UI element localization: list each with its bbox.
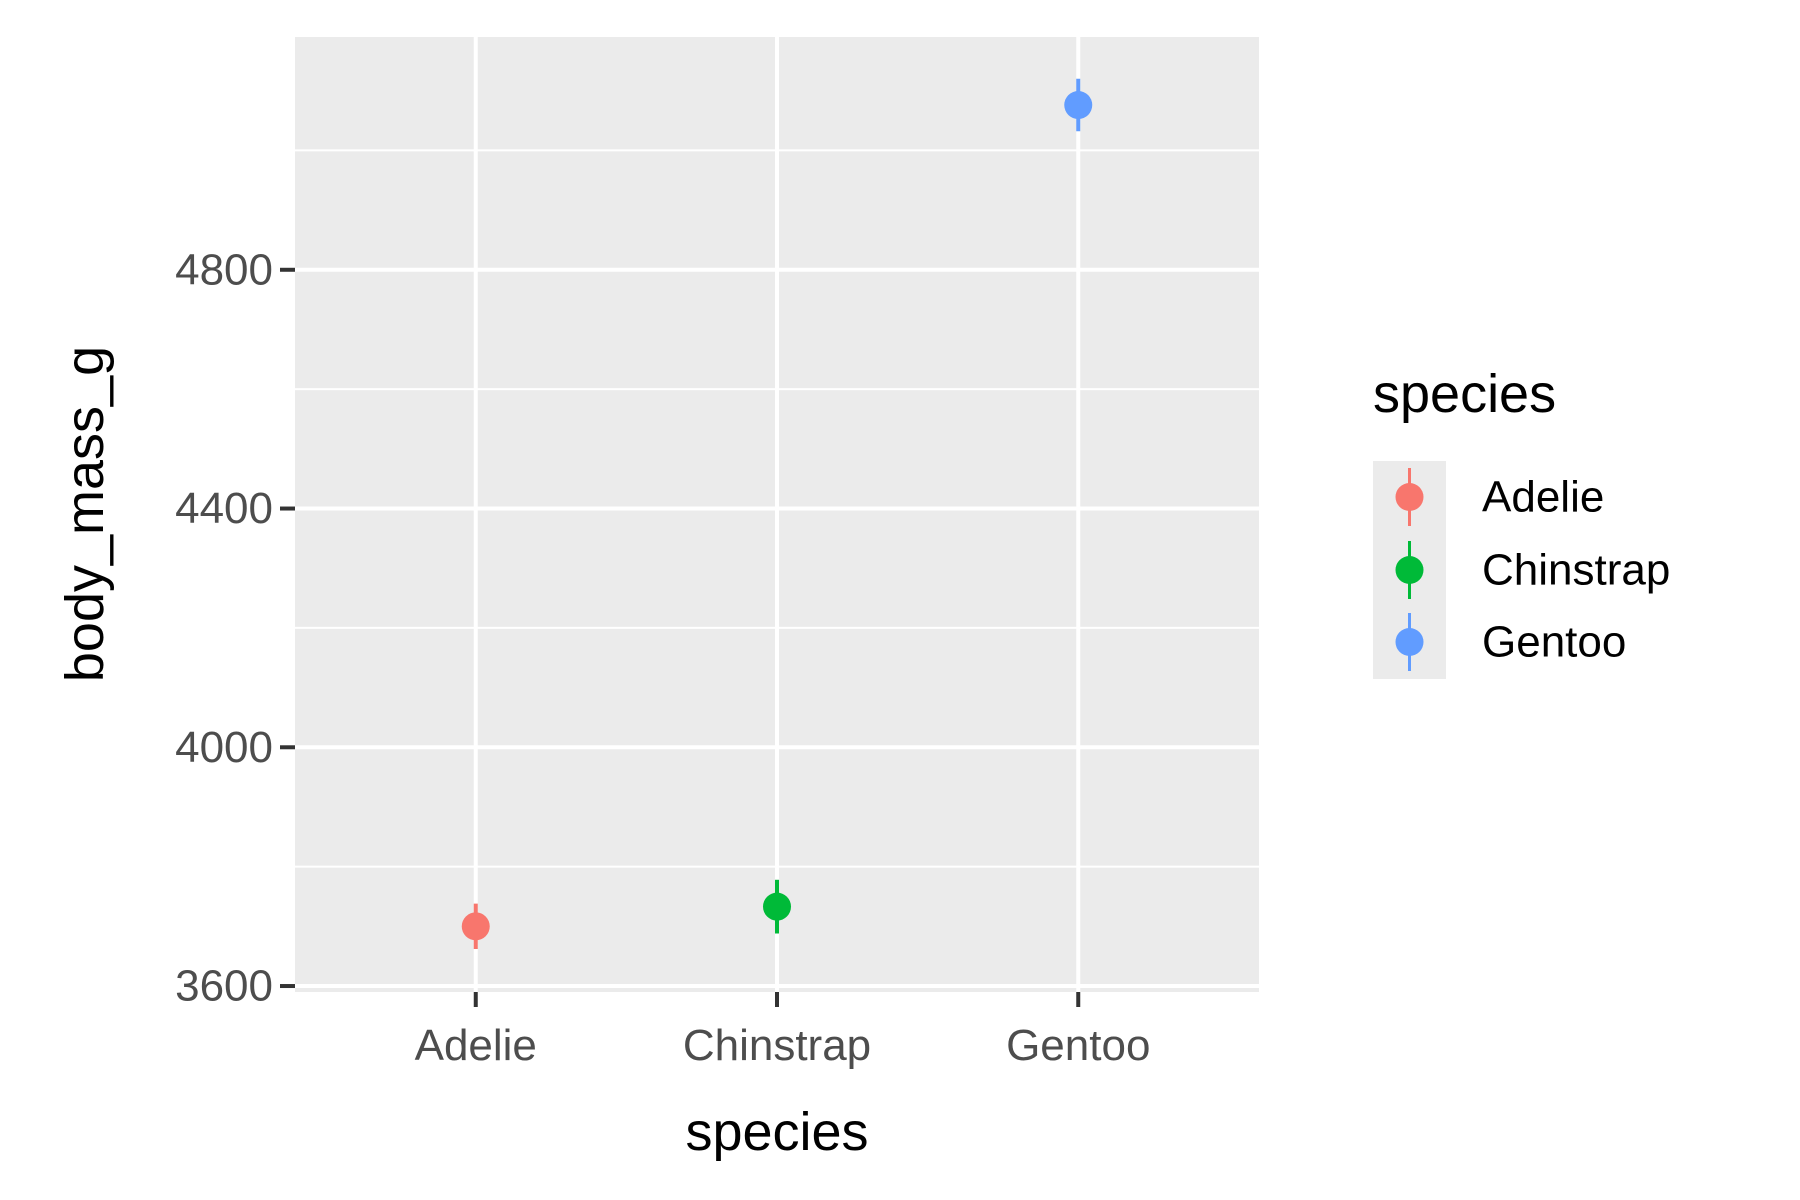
x-tick-label-gentoo: Gentoo (1006, 1021, 1150, 1070)
data-point-chinstrap (763, 892, 791, 921)
data-point-gentoo (1064, 91, 1093, 120)
y-tick-label-2: 4400 (175, 484, 273, 533)
y-axis: 3600 4000 4400 4800 (175, 245, 295, 1011)
x-axis-title: species (685, 1102, 868, 1162)
x-tick-label-adelie: Adelie (415, 1021, 537, 1070)
legend-title: species (1373, 364, 1556, 424)
legend: species Adelie Chinstrap Gentoo (1373, 364, 1670, 679)
legend-label-adelie: Adelie (1482, 473, 1604, 522)
y-axis-title: body_mass_g (55, 346, 115, 682)
y-tick-label-0: 3600 (175, 962, 273, 1011)
legend-key-point-chinstrap (1395, 556, 1424, 584)
x-axis: Adelie Chinstrap Gentoo (415, 992, 1150, 1070)
data-points (461, 78, 1093, 950)
x-tick-label-chinstrap: Chinstrap (683, 1021, 871, 1070)
legend-key-point-adelie (1395, 483, 1424, 511)
legend-entries: Adelie Chinstrap Gentoo (1395, 468, 1670, 671)
data-point-adelie (461, 912, 490, 941)
grid-major (295, 37, 1259, 992)
legend-label-chinstrap: Chinstrap (1482, 546, 1670, 595)
y-tick-label-1: 4000 (175, 723, 273, 772)
legend-label-gentoo: Gentoo (1482, 618, 1626, 667)
legend-key-point-gentoo (1395, 628, 1424, 656)
y-tick-label-3: 4800 (175, 245, 273, 294)
